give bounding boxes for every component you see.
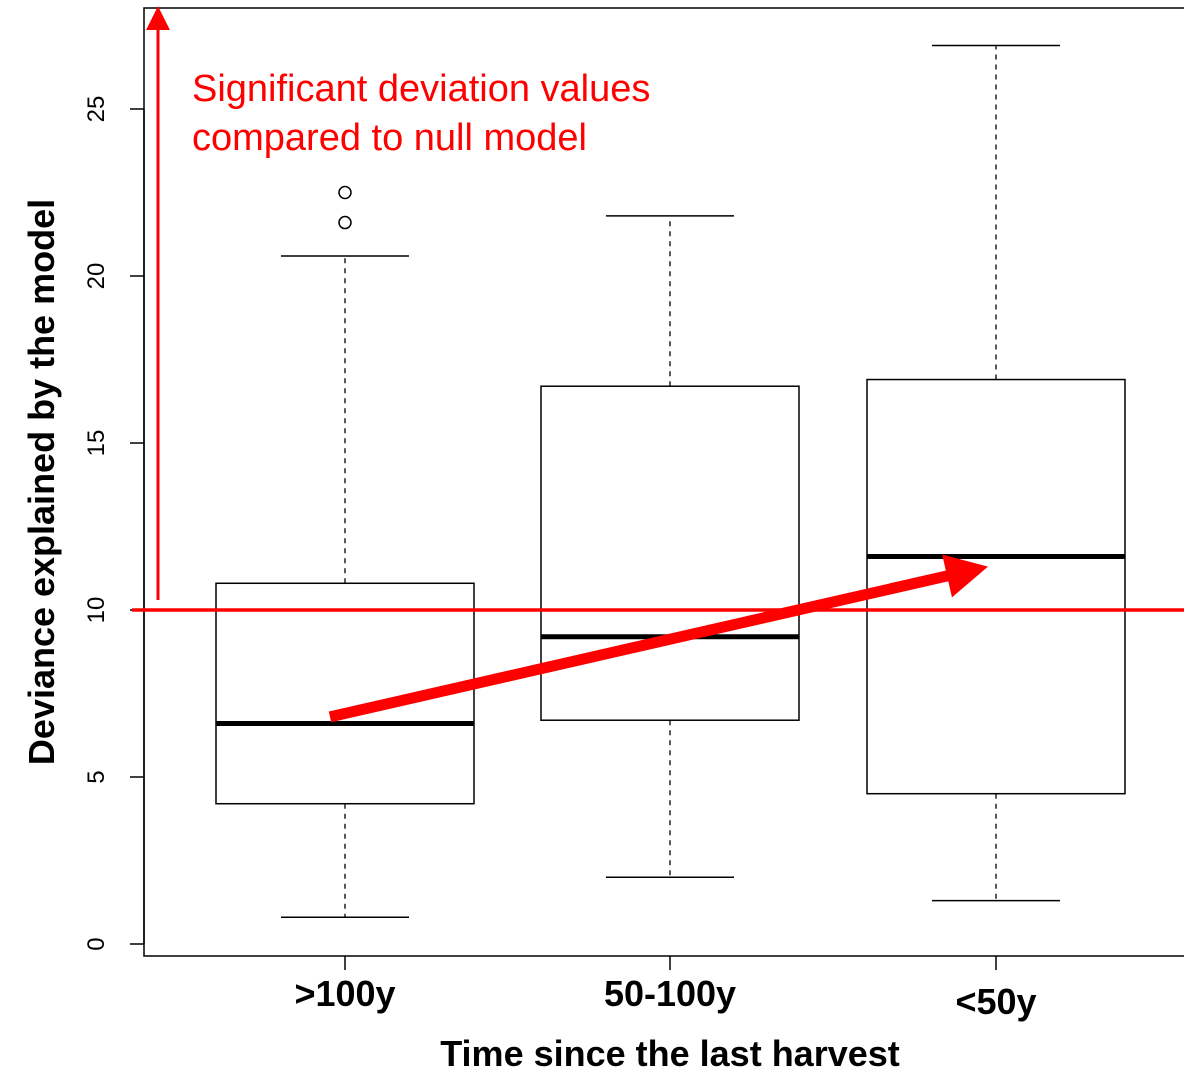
- y-tick-label: 25: [83, 96, 110, 123]
- x-tick-label: 50-100y: [604, 973, 736, 1014]
- y-tick-label: 5: [83, 770, 110, 783]
- y-tick-label: 10: [83, 597, 110, 624]
- box-1: [215, 185, 475, 919]
- y-tick-label: 0: [83, 937, 110, 950]
- annotation-text-line: Significant deviation values: [192, 68, 650, 110]
- y-axis-label: Deviance explained by the model: [21, 199, 62, 765]
- trend-arrow-head: [942, 554, 988, 598]
- x-axis: >100y 50-100y <50y: [294, 956, 1037, 1022]
- box-2: [540, 215, 800, 878]
- x-tick-label: <50y: [955, 981, 1036, 1022]
- trend-arrow-shaft: [328, 570, 951, 723]
- annotations: Significant deviation values compared to …: [132, 6, 1184, 723]
- y-tick-label: 15: [83, 430, 110, 457]
- y-axis: 0 5 10 15 20 25: [83, 96, 145, 951]
- outlier-point: [338, 185, 352, 200]
- annotation-text-line: compared to null model: [192, 117, 587, 159]
- x-axis-label: Time since the last harvest: [440, 1033, 900, 1074]
- y-tick-label: 20: [83, 263, 110, 290]
- outlier-point: [338, 215, 352, 230]
- x-tick-label: >100y: [294, 973, 395, 1014]
- box-3: [866, 44, 1126, 902]
- boxes: [215, 44, 1126, 919]
- box-rect: [540, 385, 800, 721]
